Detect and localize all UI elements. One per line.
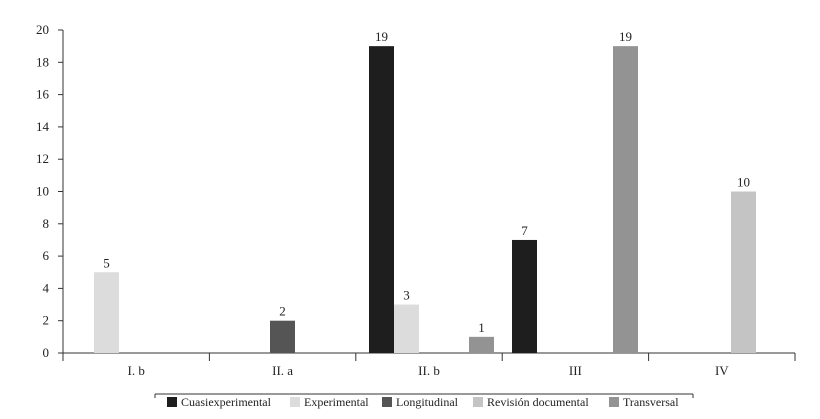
data-label: 3 bbox=[403, 288, 410, 303]
y-tick-label: 14 bbox=[36, 119, 50, 134]
data-label: 19 bbox=[375, 29, 388, 44]
legend-swatch bbox=[609, 397, 619, 407]
legend-label: Transversal bbox=[623, 395, 679, 409]
legend-label: Revisión documental bbox=[487, 395, 589, 409]
bar-transversal-iii bbox=[613, 46, 638, 354]
y-tick-label: 20 bbox=[36, 22, 49, 37]
y-tick-label: 16 bbox=[36, 87, 50, 102]
y-tick-label: 12 bbox=[36, 151, 49, 166]
data-label: 2 bbox=[279, 304, 286, 319]
y-tick-label: 2 bbox=[43, 313, 50, 328]
data-label: 1 bbox=[478, 320, 485, 335]
bar-experimental-ii-b bbox=[394, 304, 419, 353]
x-category-label: I. b bbox=[128, 363, 145, 378]
bar-longitudinal-ii-a bbox=[270, 320, 295, 353]
bar-revisi-n-documental-iv bbox=[731, 191, 756, 353]
bar-experimental-i-b bbox=[94, 272, 119, 353]
legend-swatch bbox=[473, 397, 483, 407]
y-tick-label: 10 bbox=[36, 184, 49, 199]
bar-cuasiexperimental-iii bbox=[512, 239, 537, 353]
y-tick-label: 6 bbox=[43, 248, 50, 263]
bar-transversal-ii-b bbox=[469, 336, 494, 353]
legend-label: Experimental bbox=[304, 395, 369, 409]
data-label: 10 bbox=[737, 175, 750, 190]
legend-swatch bbox=[382, 397, 392, 407]
x-category-label: IV bbox=[715, 363, 729, 378]
data-label: 19 bbox=[619, 29, 632, 44]
y-tick-label: 18 bbox=[36, 54, 49, 69]
data-label: 7 bbox=[521, 223, 528, 238]
y-tick-label: 0 bbox=[43, 345, 50, 360]
x-category-label: II. b bbox=[418, 363, 440, 378]
x-category-label: III bbox=[569, 363, 582, 378]
data-label: 5 bbox=[103, 255, 110, 270]
legend-swatch bbox=[167, 397, 177, 407]
y-tick-label: 4 bbox=[43, 280, 50, 295]
bar-cuasiexperimental-ii-b bbox=[369, 46, 394, 354]
x-category-label: II. a bbox=[272, 363, 293, 378]
legend-label: Cuasiexperimental bbox=[181, 395, 272, 409]
y-tick-label: 8 bbox=[43, 216, 50, 231]
legend-label: Longitudinal bbox=[396, 395, 459, 409]
legend-swatch bbox=[290, 397, 300, 407]
